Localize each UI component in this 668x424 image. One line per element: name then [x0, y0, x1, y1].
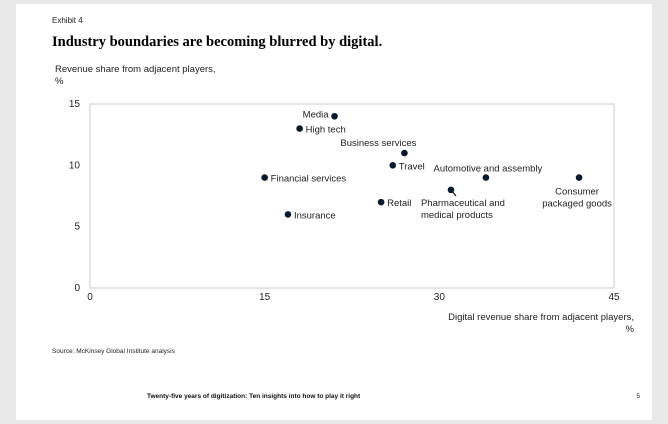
y-tick-labels: 0 5 10 15 [69, 99, 81, 294]
x-tick-label: 0 [87, 292, 93, 303]
y-tick-label: 15 [69, 99, 81, 110]
point-label: Travel [399, 161, 425, 172]
point-label: Insurance [294, 210, 336, 221]
data-point [575, 174, 583, 181]
x-tick-label: 15 [259, 292, 271, 303]
point-label: Automotive and assembly [434, 164, 543, 175]
x-axis-unit: % [625, 324, 634, 335]
x-axis-label: Digital revenue share from adjacent play… [448, 312, 634, 323]
point-label: Financial services [271, 174, 347, 185]
data-points: Media High tech Business services Travel Aut… [261, 109, 612, 221]
point-label: High tech [306, 125, 346, 136]
point-label: Pharmaceutical and medical products [421, 198, 505, 221]
plot-frame [89, 103, 615, 289]
footer-title: Twenty-five years of digitization: Ten i… [147, 393, 361, 400]
y-axis-label: Revenue share from adjacent players, [55, 64, 216, 75]
y-tick-label: 10 [69, 160, 81, 171]
data-point [482, 174, 490, 181]
y-tick-label: 5 [74, 222, 80, 233]
data-point [284, 211, 292, 218]
data-point [389, 162, 397, 169]
x-tick-labels: 0 15 30 45 [87, 292, 620, 303]
point-label: Business services [340, 138, 416, 149]
point-label: Retail [387, 198, 411, 209]
point-label: Consumer packaged goods [542, 187, 612, 210]
x-tick-label: 30 [434, 292, 446, 303]
y-axis-unit: % [55, 76, 64, 87]
data-point [401, 149, 408, 157]
x-tick-label: 45 [608, 292, 620, 303]
chart-title: Industry boundaries are becoming blurred… [52, 34, 383, 50]
y-tick-label: 0 [74, 283, 80, 294]
data-point [261, 174, 268, 181]
page-number: 5 [636, 393, 640, 400]
data-point [296, 125, 303, 132]
point-label: Media [303, 109, 330, 120]
leader-line [450, 189, 457, 197]
source-note: Source: McKinsey Global Institute analys… [52, 348, 175, 355]
exhibit-label: Exhibit 4 [52, 16, 83, 25]
data-point [331, 112, 338, 120]
page [16, 4, 652, 420]
data-point [377, 198, 385, 206]
